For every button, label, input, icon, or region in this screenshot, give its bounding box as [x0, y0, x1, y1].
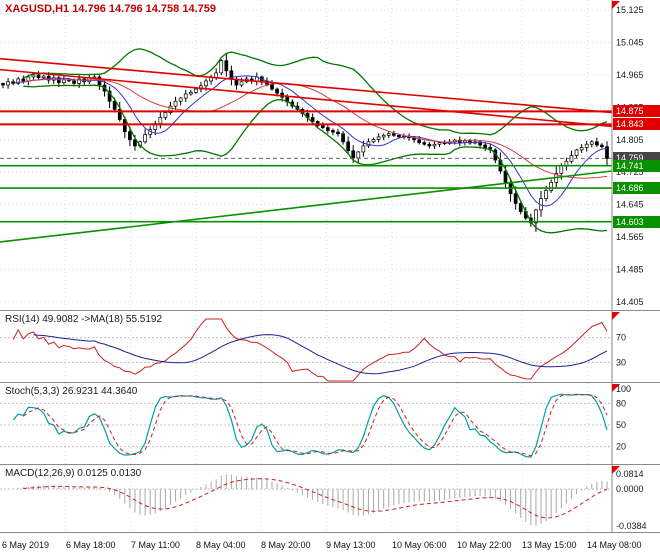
support-resistance-layer: [0, 110, 612, 223]
svg-text:70: 70: [616, 333, 626, 343]
stoch-k-line: [12, 393, 608, 458]
stochastic-label: Stoch(5,3,3) 26.9231 44.3640: [5, 386, 138, 397]
svg-text:0.0814: 0.0814: [616, 469, 644, 479]
stochastic-svg[interactable]: 100 80 50 20: [0, 383, 660, 464]
rsi-ma-line: [33, 334, 608, 375]
time-label: 6 May 2019: [2, 540, 50, 550]
rsi-panel[interactable]: 70 30 RSI(14) 49.9082 ->MA(18) 55.5192: [0, 311, 660, 383]
macd-scale: 0.0814 0.0000 -0.0384: [616, 469, 647, 531]
time-axis[interactable]: 6 May 2019 6 May 18:00 7 May 11:00 8 May…: [0, 533, 660, 560]
time-label: 13 May 15:00: [522, 540, 577, 550]
time-label: 7 May 11:00: [131, 540, 180, 550]
time-label: 8 May 20:00: [261, 540, 311, 550]
svg-text:50: 50: [616, 420, 626, 430]
macd-svg[interactable]: 0.0814 0.0000 -0.0384: [0, 465, 660, 532]
price-badge-14.686: 14.686: [613, 182, 660, 195]
grid-layer: [64, 383, 589, 464]
main-chart-svg[interactable]: 15.12515.04514.96514.88514.80514.72514.6…: [0, 0, 660, 310]
stoch-scale: 100 80 50 20: [616, 384, 631, 452]
time-label: 14 May 08:00: [587, 540, 642, 550]
price-badge-14.875: 14.875: [613, 105, 660, 118]
rsi-line: [12, 318, 608, 382]
rsi-svg[interactable]: 70 30: [0, 311, 660, 382]
svg-text:14.965: 14.965: [616, 70, 644, 80]
stoch-levels: [0, 402, 612, 448]
stochastic-panel[interactable]: 100 80 50 20 Stoch(5,3,3) 26.9231 44.3640: [0, 383, 660, 465]
svg-text:14.405: 14.405: [616, 297, 644, 307]
rsi-scale: 70 30: [616, 333, 626, 368]
time-label: 9 May 13:00: [326, 540, 376, 550]
main-chart-panel[interactable]: 15.12515.04514.96514.88514.80514.72514.6…: [0, 0, 660, 311]
svg-text:30: 30: [616, 357, 626, 367]
time-label: 8 May 04:00: [196, 540, 246, 550]
macd-panel[interactable]: 0.0814 0.0000 -0.0384 MACD(12,26,9) 0.0125…: [0, 465, 660, 533]
rsi-levels: [0, 337, 612, 363]
macd-signal-line: [23, 478, 608, 519]
price-badge-14.741: 14.741: [613, 159, 660, 172]
svg-text:14.645: 14.645: [616, 200, 644, 210]
stoch-d-line: [22, 394, 608, 457]
svg-text:100: 100: [616, 384, 631, 394]
price-badge-14.843: 14.843: [613, 118, 660, 131]
trendlines-layer: [0, 57, 613, 243]
svg-text:14.565: 14.565: [616, 232, 644, 242]
time-label: 6 May 18:00: [66, 540, 116, 550]
macd-histogram: [7, 474, 608, 526]
grid-layer: [0, 0, 612, 310]
svg-text:14.485: 14.485: [616, 265, 644, 275]
chart-title: XAGUSD,H1 14.796 14.796 14.758 14.759: [5, 3, 216, 15]
rsi-label: RSI(14) 49.9082 ->MA(18) 55.5192: [5, 314, 163, 325]
svg-text:14.725: 14.725: [616, 167, 644, 177]
svg-text:-0.0384: -0.0384: [616, 521, 647, 531]
price-badge-14.603: 14.603: [613, 215, 660, 228]
svg-text:14.805: 14.805: [616, 135, 644, 145]
svg-text:80: 80: [616, 398, 626, 408]
svg-text:20: 20: [616, 442, 626, 452]
svg-text:0.0000: 0.0000: [616, 484, 644, 494]
svg-text:15.045: 15.045: [616, 37, 644, 47]
time-label: 10 May 22:00: [457, 540, 512, 550]
moving-averages-layer: [13, 75, 608, 207]
time-label: 10 May 06:00: [392, 540, 447, 550]
svg-text:15.125: 15.125: [616, 5, 644, 15]
grid-layer: [64, 465, 589, 532]
macd-label: MACD(12,26,9) 0.0125 0.0130: [5, 468, 142, 479]
